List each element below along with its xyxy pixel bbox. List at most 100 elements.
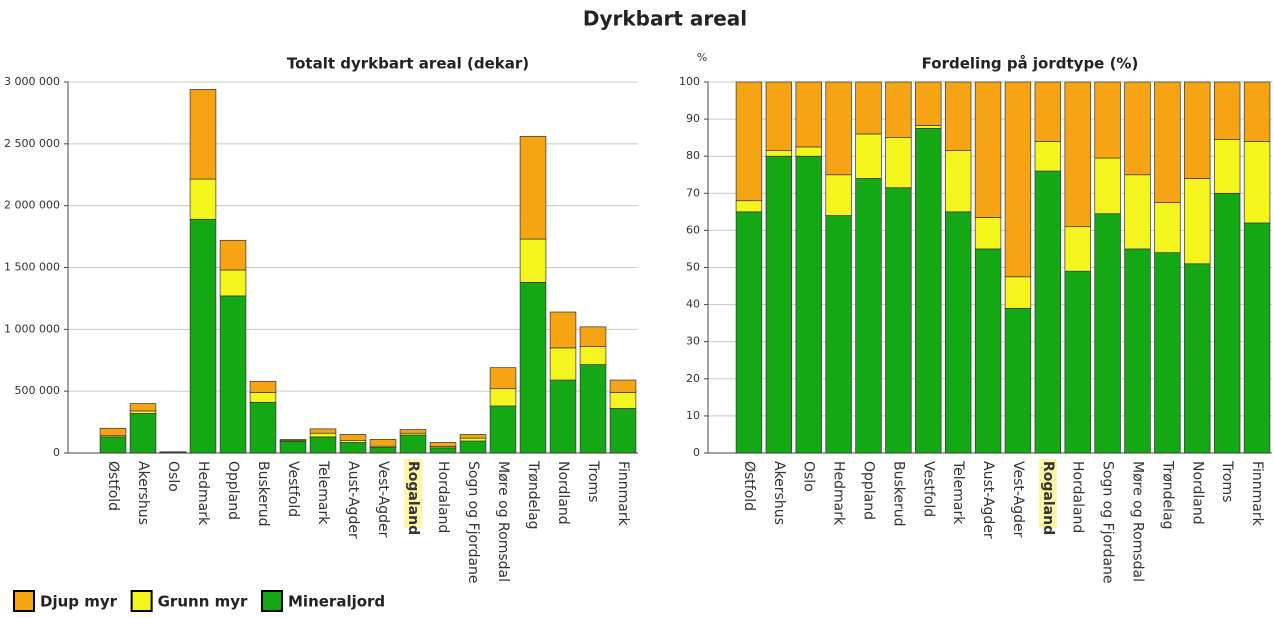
bar-segment (1154, 202, 1181, 254)
bar-segment (1034, 170, 1062, 454)
x-tick-label: Finnmark (615, 461, 631, 527)
x-tick-label: Østfold (105, 461, 121, 511)
bar-segment (249, 380, 277, 393)
bar-segment (1213, 192, 1241, 454)
bar-segment (519, 238, 547, 283)
bar-segment (489, 367, 517, 390)
bar-segment (974, 81, 1002, 218)
y-tick-label: 2 000 000 (4, 199, 60, 212)
legend-swatch (13, 590, 35, 612)
x-tick-label: Østfold (741, 461, 757, 511)
x-tick-label: Sogn og Fjordane (1100, 461, 1116, 584)
bar-segment (189, 89, 217, 180)
bar-segment (1184, 81, 1211, 179)
y-tick-label: 500 000 (15, 384, 61, 397)
y-tick-label: 10 (686, 409, 700, 422)
legend-swatch (130, 590, 153, 612)
bar-segment (944, 150, 972, 213)
bar-segment (1004, 276, 1032, 309)
bar-segment (1243, 141, 1271, 224)
bar-segment (309, 436, 337, 454)
bar-segment (489, 388, 517, 407)
bar-segment (399, 434, 427, 454)
bar-segment (1094, 157, 1121, 215)
bar-segment (1094, 213, 1121, 454)
bar-segment (1243, 81, 1271, 142)
bar-segment (459, 440, 487, 454)
bar-segment (129, 403, 157, 412)
bar-segment (579, 364, 607, 454)
bar-segment (915, 128, 942, 454)
chart-title: Totalt dyrkbart areal (dekar) (287, 55, 529, 73)
legend-swatch (261, 590, 284, 612)
legend-label: Mineraljord (288, 593, 385, 611)
legend-label: Djup myr (40, 593, 118, 611)
bar-segment (429, 447, 457, 454)
page-title: Dyrkbart areal (583, 7, 747, 31)
bar-segment (735, 81, 763, 202)
bar-segment (579, 346, 607, 365)
bar-segment (189, 218, 217, 454)
y-tick-label: 40 (686, 298, 700, 311)
bar-segment (765, 155, 793, 454)
bar-segment (309, 432, 337, 438)
bar-segment (219, 239, 247, 271)
bar-segment (99, 427, 127, 437)
x-tick-label: Troms (585, 460, 601, 502)
y-tick-label: 20 (686, 372, 700, 385)
bar-segment (489, 405, 517, 454)
y-tick-label: 60 (686, 223, 700, 236)
bar-segment (549, 347, 577, 381)
bar-segment (249, 392, 277, 403)
bar-segment (1004, 307, 1032, 454)
bar-segment (279, 439, 307, 441)
bar-segment (974, 217, 1002, 250)
x-tick-label: Buskerud (255, 461, 271, 527)
bar-segment (735, 200, 763, 213)
bar-segment (369, 439, 397, 447)
bar-segment (369, 447, 397, 454)
x-tick-label: Oslo (165, 461, 181, 492)
bar-segment (885, 137, 912, 189)
y-tick-label: 1 000 000 (4, 322, 60, 335)
bar-segment (339, 442, 367, 454)
bar-segment (219, 295, 247, 454)
x-tick-label: Sogn og Fjordane (465, 461, 481, 584)
bar-segment (855, 133, 882, 179)
bar-segment (825, 174, 852, 216)
bar-segment (1064, 81, 1091, 228)
bar-segment (765, 150, 793, 157)
bar-segment (1213, 81, 1241, 140)
bar-segment (219, 269, 247, 297)
bar-segment (459, 437, 487, 442)
bar-segment (1154, 81, 1181, 203)
bar-segment (429, 442, 457, 447)
x-tick-label: Akershus (771, 461, 787, 525)
bar-segment (765, 81, 793, 151)
y-tick-label: 100 (679, 75, 700, 88)
highlight (404, 459, 422, 529)
bar-segment (1064, 226, 1091, 272)
bar-segment (1034, 141, 1062, 172)
x-tick-label: Vest-Agder (375, 461, 391, 538)
bar-segment (549, 311, 577, 349)
bar-segment (1184, 178, 1211, 265)
x-tick-label: Hedmark (195, 461, 211, 526)
x-tick-label: Hordaland (435, 461, 451, 533)
y-tick-label: 2 500 000 (4, 137, 60, 150)
x-tick-label: Vest-Agder (1010, 461, 1026, 538)
bar-segment (825, 81, 852, 176)
x-tick-label: Hedmark (831, 461, 847, 526)
x-tick-label: Telemark (950, 460, 966, 525)
bar-segment (399, 429, 427, 434)
x-tick-label: Nordland (1189, 461, 1205, 525)
bar-segment (519, 281, 547, 454)
x-tick-label: Akershus (135, 461, 151, 525)
bar-segment (855, 81, 882, 135)
bar-segment (915, 125, 942, 129)
x-tick-label: Rogaland (1040, 461, 1056, 535)
x-tick-label: Møre og Romsdal (495, 461, 511, 582)
y-tick-label: 30 (686, 335, 700, 348)
bar-segment (944, 211, 972, 454)
bar-segment (1004, 81, 1032, 278)
